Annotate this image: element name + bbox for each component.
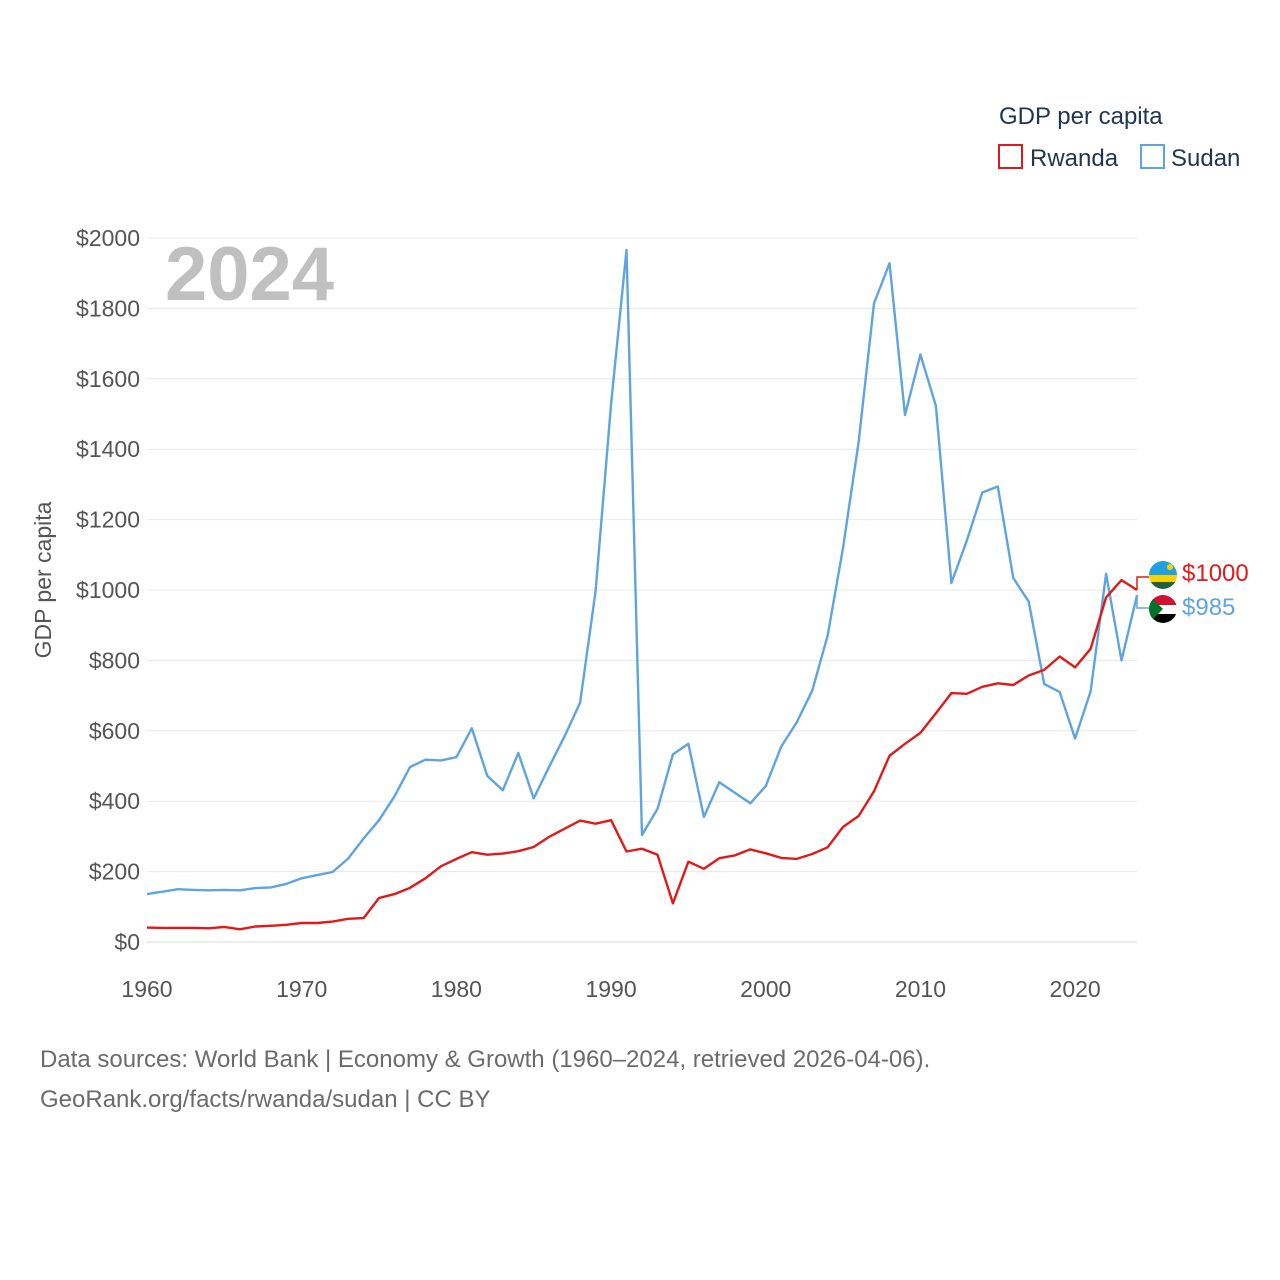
legend-label-rwanda: Rwanda: [1030, 145, 1119, 172]
x-tick-label: 2000: [740, 976, 791, 1002]
y-tick-label: $1400: [76, 436, 140, 462]
x-axis-ticks: 1960 1970 1980 1990 2000 2010 2020: [121, 976, 1100, 1002]
x-tick-label: 1960: [121, 976, 172, 1002]
end-value-sudan: $985: [1182, 594, 1235, 621]
x-tick-label: 1990: [585, 976, 636, 1002]
y-axis-title: GDP per capita: [30, 501, 56, 658]
legend-label-sudan: Sudan: [1171, 145, 1240, 172]
series-line-rwanda: [146, 578, 1138, 931]
y-tick-label: $1800: [76, 295, 140, 321]
legend-title: GDP per capita: [999, 103, 1163, 130]
source-line: Data sources: World Bank | Economy & Gro…: [40, 1046, 931, 1073]
legend: GDP per capita Rwanda Sudan: [998, 103, 1240, 172]
y-tick-label: $800: [89, 647, 140, 673]
end-label-rwanda: $1000: [1136, 560, 1249, 590]
y-tick-label: $1200: [76, 507, 140, 533]
y-axis-ticks: $0 $200 $400 $600 $800 $1000 $1200 $1400 $1600 $1…: [76, 225, 140, 955]
series-line-sudan: [146, 248, 1139, 896]
grid-lines: [147, 237, 1137, 943]
attribution-line: GeoRank.org/facts/rwanda/sudan | CC BY: [40, 1086, 491, 1113]
legend-swatch-sudan: [1140, 144, 1165, 169]
end-connector-sudan: [1136, 595, 1149, 609]
y-tick-label: $400: [89, 788, 140, 814]
end-value-rwanda: $1000: [1182, 560, 1249, 587]
y-tick-label: $1000: [76, 577, 140, 603]
y-tick-label: $2000: [76, 225, 140, 251]
x-tick-label: 1980: [431, 976, 482, 1002]
end-connector-rwanda: [1136, 576, 1149, 590]
x-tick-label: 1970: [276, 976, 327, 1002]
x-tick-label: 2020: [1050, 976, 1101, 1002]
series-lines: [146, 248, 1139, 931]
y-tick-label: $1600: [76, 366, 140, 392]
y-tick-label: $200: [89, 859, 140, 885]
end-label-sudan: $985: [1136, 594, 1235, 623]
x-tick-label: 2010: [895, 976, 946, 1002]
year-watermark: 2024: [165, 232, 334, 317]
legend-swatch-rwanda: [998, 144, 1023, 169]
rwanda-flag-icon: [1149, 561, 1177, 589]
y-tick-label: $0: [114, 929, 140, 955]
y-tick-label: $600: [89, 718, 140, 744]
source-note: Data sources: World Bank | Economy & Gro…: [40, 1040, 930, 1120]
sudan-flag-icon: [1149, 595, 1177, 623]
